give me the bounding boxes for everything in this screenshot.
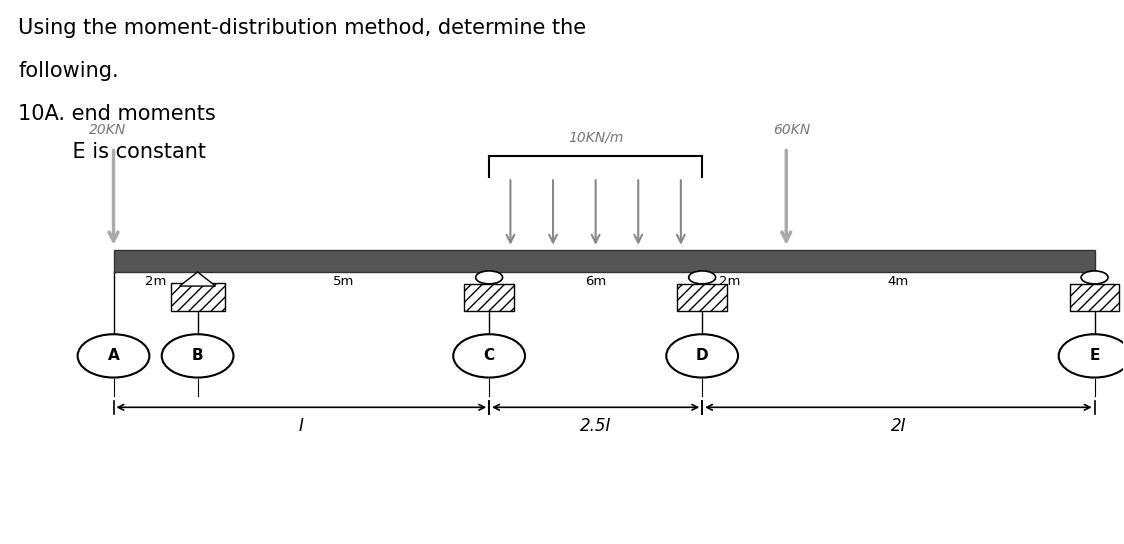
Text: 2I: 2I	[890, 417, 906, 435]
Text: 10KN/m: 10KN/m	[568, 131, 624, 145]
Ellipse shape	[78, 334, 149, 378]
Text: E is constant: E is constant	[46, 142, 206, 162]
Bar	[171, 283, 225, 311]
Text: following.: following.	[18, 61, 119, 81]
Ellipse shape	[1081, 271, 1108, 284]
Text: 2m: 2m	[719, 275, 741, 288]
Text: 2.5I: 2.5I	[580, 417, 611, 435]
Text: 4m: 4m	[888, 275, 909, 288]
Text: I: I	[299, 417, 303, 435]
Text: 5m: 5m	[333, 275, 354, 288]
Text: 6m: 6m	[584, 275, 606, 288]
Ellipse shape	[1059, 334, 1124, 378]
Text: 2m: 2m	[145, 275, 166, 288]
Text: A: A	[108, 348, 119, 363]
Ellipse shape	[453, 334, 525, 378]
Bar	[114, 250, 1095, 272]
Ellipse shape	[689, 271, 716, 284]
Text: 10A. end moments: 10A. end moments	[18, 104, 216, 124]
Bar	[1070, 284, 1120, 311]
Text: E: E	[1089, 348, 1099, 363]
Text: B: B	[192, 348, 203, 363]
Ellipse shape	[667, 334, 738, 378]
Bar	[464, 284, 514, 311]
Polygon shape	[180, 272, 216, 286]
Text: 20KN: 20KN	[89, 123, 127, 137]
Text: D: D	[696, 348, 708, 363]
Text: 60KN: 60KN	[773, 123, 810, 137]
Text: Using the moment-distribution method, determine the: Using the moment-distribution method, de…	[18, 17, 587, 38]
Ellipse shape	[475, 271, 502, 284]
Ellipse shape	[162, 334, 234, 378]
Text: C: C	[483, 348, 495, 363]
Bar	[678, 284, 727, 311]
